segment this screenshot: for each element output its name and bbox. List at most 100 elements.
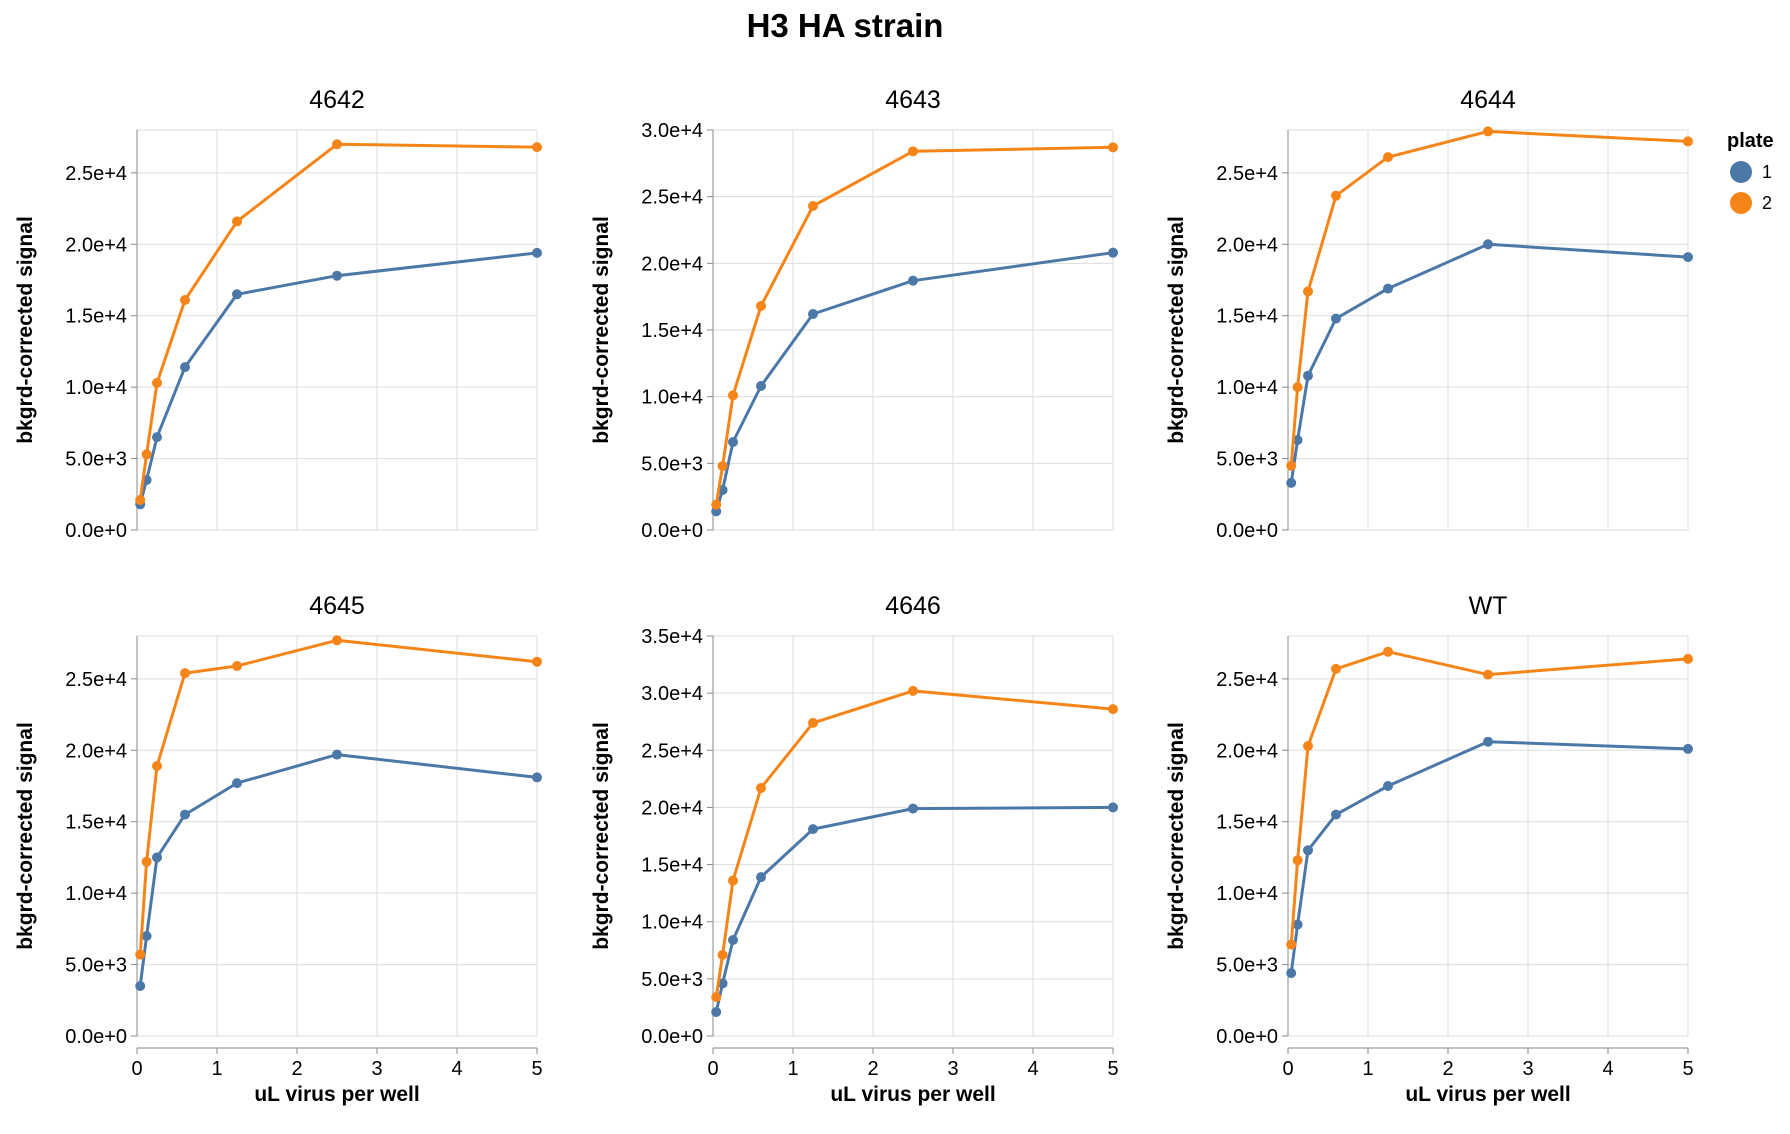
- data-point-plate-1: [1292, 919, 1303, 930]
- data-point-plate-1: [152, 432, 162, 443]
- data-point-plate-1: [808, 824, 818, 835]
- figure-title: H3 HA strain: [747, 7, 944, 44]
- legend-symbol-plate-1: [1730, 161, 1752, 183]
- panel-title: 4645: [309, 592, 365, 620]
- data-point-plate-1: [332, 749, 342, 760]
- data-point-plate-2: [180, 295, 190, 305]
- y-axis-title: bkgrd-corrected signal: [1165, 722, 1188, 950]
- y-tick-label: 5.0e+3: [65, 449, 127, 471]
- data-point-plate-1: [728, 437, 738, 447]
- series-line-plate-2: [1289, 650, 1689, 945]
- data-point-plate-2: [756, 783, 766, 793]
- series-line-plate-1: [714, 251, 1114, 512]
- series-line-plate-2: [138, 142, 538, 501]
- data-point-plate-1: [1286, 477, 1297, 488]
- data-point-plate-2: [1383, 152, 1393, 163]
- data-point-plate-2: [180, 668, 190, 679]
- data-point-plate-2: [1303, 286, 1313, 297]
- data-point-plate-1: [1292, 435, 1303, 445]
- data-point-plate-2: [1483, 669, 1493, 680]
- data-point-plate-1: [152, 852, 162, 863]
- data-point-plate-1: [756, 872, 766, 883]
- data-point-plate-1: [1108, 802, 1118, 813]
- x-axis-title: uL virus per well: [1405, 1083, 1570, 1106]
- y-tick-label: 1.5e+4: [641, 320, 703, 342]
- series-line-plate-1: [1289, 242, 1689, 484]
- data-point-plate-1: [1683, 252, 1693, 263]
- legend-label-plate-2: 2: [1762, 193, 1772, 213]
- data-point-plate-1: [180, 809, 190, 820]
- y-tick-label: 5.0e+3: [65, 955, 127, 977]
- x-tick-label: 4: [451, 1058, 462, 1080]
- series-line-plate-1: [138, 251, 538, 505]
- y-tick-label: 3.0e+4: [641, 120, 703, 142]
- x-tick-label: 5: [1682, 1058, 1693, 1080]
- x-tick-label: 4: [1602, 1058, 1613, 1080]
- panel-4644: 0.0e+0 5.0e+3 1.0e+4 1.5e+4 2.0e+4 2.5e+4 bkgr…: [1165, 86, 1693, 542]
- data-point-plate-1: [141, 931, 152, 941]
- y-tick-label: 1.0e+4: [1216, 883, 1278, 905]
- x-tick-label: 3: [371, 1058, 382, 1080]
- data-point-plate-2: [1331, 190, 1341, 201]
- panel-title: 4646: [885, 592, 941, 620]
- data-point-plate-1: [332, 270, 342, 281]
- y-tick-label: 2.5e+4: [641, 740, 703, 762]
- data-point-plate-2: [1108, 142, 1118, 153]
- plot-frame: [136, 129, 538, 531]
- data-point-plate-2: [152, 761, 162, 771]
- data-point-plate-2: [1292, 382, 1303, 393]
- y-tick-label: 2.0e+4: [65, 234, 127, 256]
- x-tick-label: 5: [531, 1058, 542, 1080]
- y-tick-label: 1.0e+4: [641, 387, 703, 409]
- data-point-plate-1: [1683, 743, 1693, 754]
- data-point-plate-1: [1383, 283, 1393, 294]
- plot-frame: [1287, 129, 1689, 531]
- data-point-plate-2: [1292, 855, 1303, 866]
- y-tick-label: 1.5e+4: [65, 812, 127, 834]
- panel-title: 4644: [1460, 86, 1516, 114]
- x-tick-label: 0: [131, 1058, 142, 1080]
- x-tick-label: 5: [1107, 1058, 1118, 1080]
- y-axis-title: bkgrd-corrected signal: [14, 722, 37, 950]
- data-point-plate-2: [1303, 741, 1313, 751]
- y-tick-label: 3.5e+4: [641, 626, 703, 648]
- data-point-plate-1: [1303, 370, 1313, 381]
- legend-symbol-plate-2: [1730, 192, 1752, 214]
- y-tick-label: 2.5e+4: [641, 187, 703, 209]
- y-tick-label: 5.0e+3: [1216, 955, 1278, 977]
- x-tick-label: 2: [1442, 1058, 1453, 1080]
- panel-wt: 0.0e+0 5.0e+3 1.0e+4 1.5e+4 2.0e+4 2.5e+4 0 1 2 3…: [1165, 592, 1694, 1106]
- y-tick-label: 1.5e+4: [641, 855, 703, 877]
- y-axis-title: bkgrd-corrected signal: [14, 216, 37, 444]
- y-tick-label: 5.0e+3: [1216, 449, 1278, 471]
- data-point-plate-2: [717, 949, 728, 960]
- y-tick-label: 2.5e+4: [1216, 669, 1278, 691]
- y-axis-title: bkgrd-corrected signal: [590, 722, 613, 950]
- x-tick-label: 2: [291, 1058, 302, 1080]
- x-tick-label: 3: [1522, 1058, 1533, 1080]
- data-point-plate-2: [717, 461, 728, 471]
- panel-4643: 0.0e+0 5.0e+3 1.0e+4 1.5e+4 2.0e+4 2.5e+4 3.0e…: [590, 86, 1118, 542]
- y-tick-label: 2.0e+4: [1216, 234, 1278, 256]
- data-point-plate-2: [532, 656, 542, 667]
- legend-title: plate: [1727, 130, 1774, 152]
- y-tick-label: 5.0e+3: [641, 453, 703, 475]
- data-point-plate-1: [908, 275, 918, 286]
- data-point-plate-2: [332, 635, 342, 646]
- data-point-plate-2: [908, 685, 918, 696]
- data-point-plate-2: [1286, 460, 1297, 471]
- data-point-plate-2: [1383, 646, 1393, 657]
- y-tick-label: 1.0e+4: [65, 883, 127, 905]
- data-point-plate-1: [1286, 968, 1297, 979]
- series-line-plate-2: [714, 145, 1114, 505]
- panel-4646: 0.0e+0 5.0e+3 1.0e+4 1.5e+4 2.0e+4 2.5e+4 3.0e…: [590, 592, 1119, 1106]
- data-point-plate-2: [135, 495, 146, 505]
- y-tick-label: 2.0e+4: [1216, 740, 1278, 762]
- data-point-plate-1: [1483, 239, 1493, 250]
- data-point-plate-2: [532, 142, 542, 153]
- y-tick-label: 3.0e+4: [641, 683, 703, 705]
- data-point-plate-2: [141, 449, 152, 460]
- data-point-plate-1: [756, 381, 766, 391]
- data-point-plate-1: [1303, 845, 1313, 856]
